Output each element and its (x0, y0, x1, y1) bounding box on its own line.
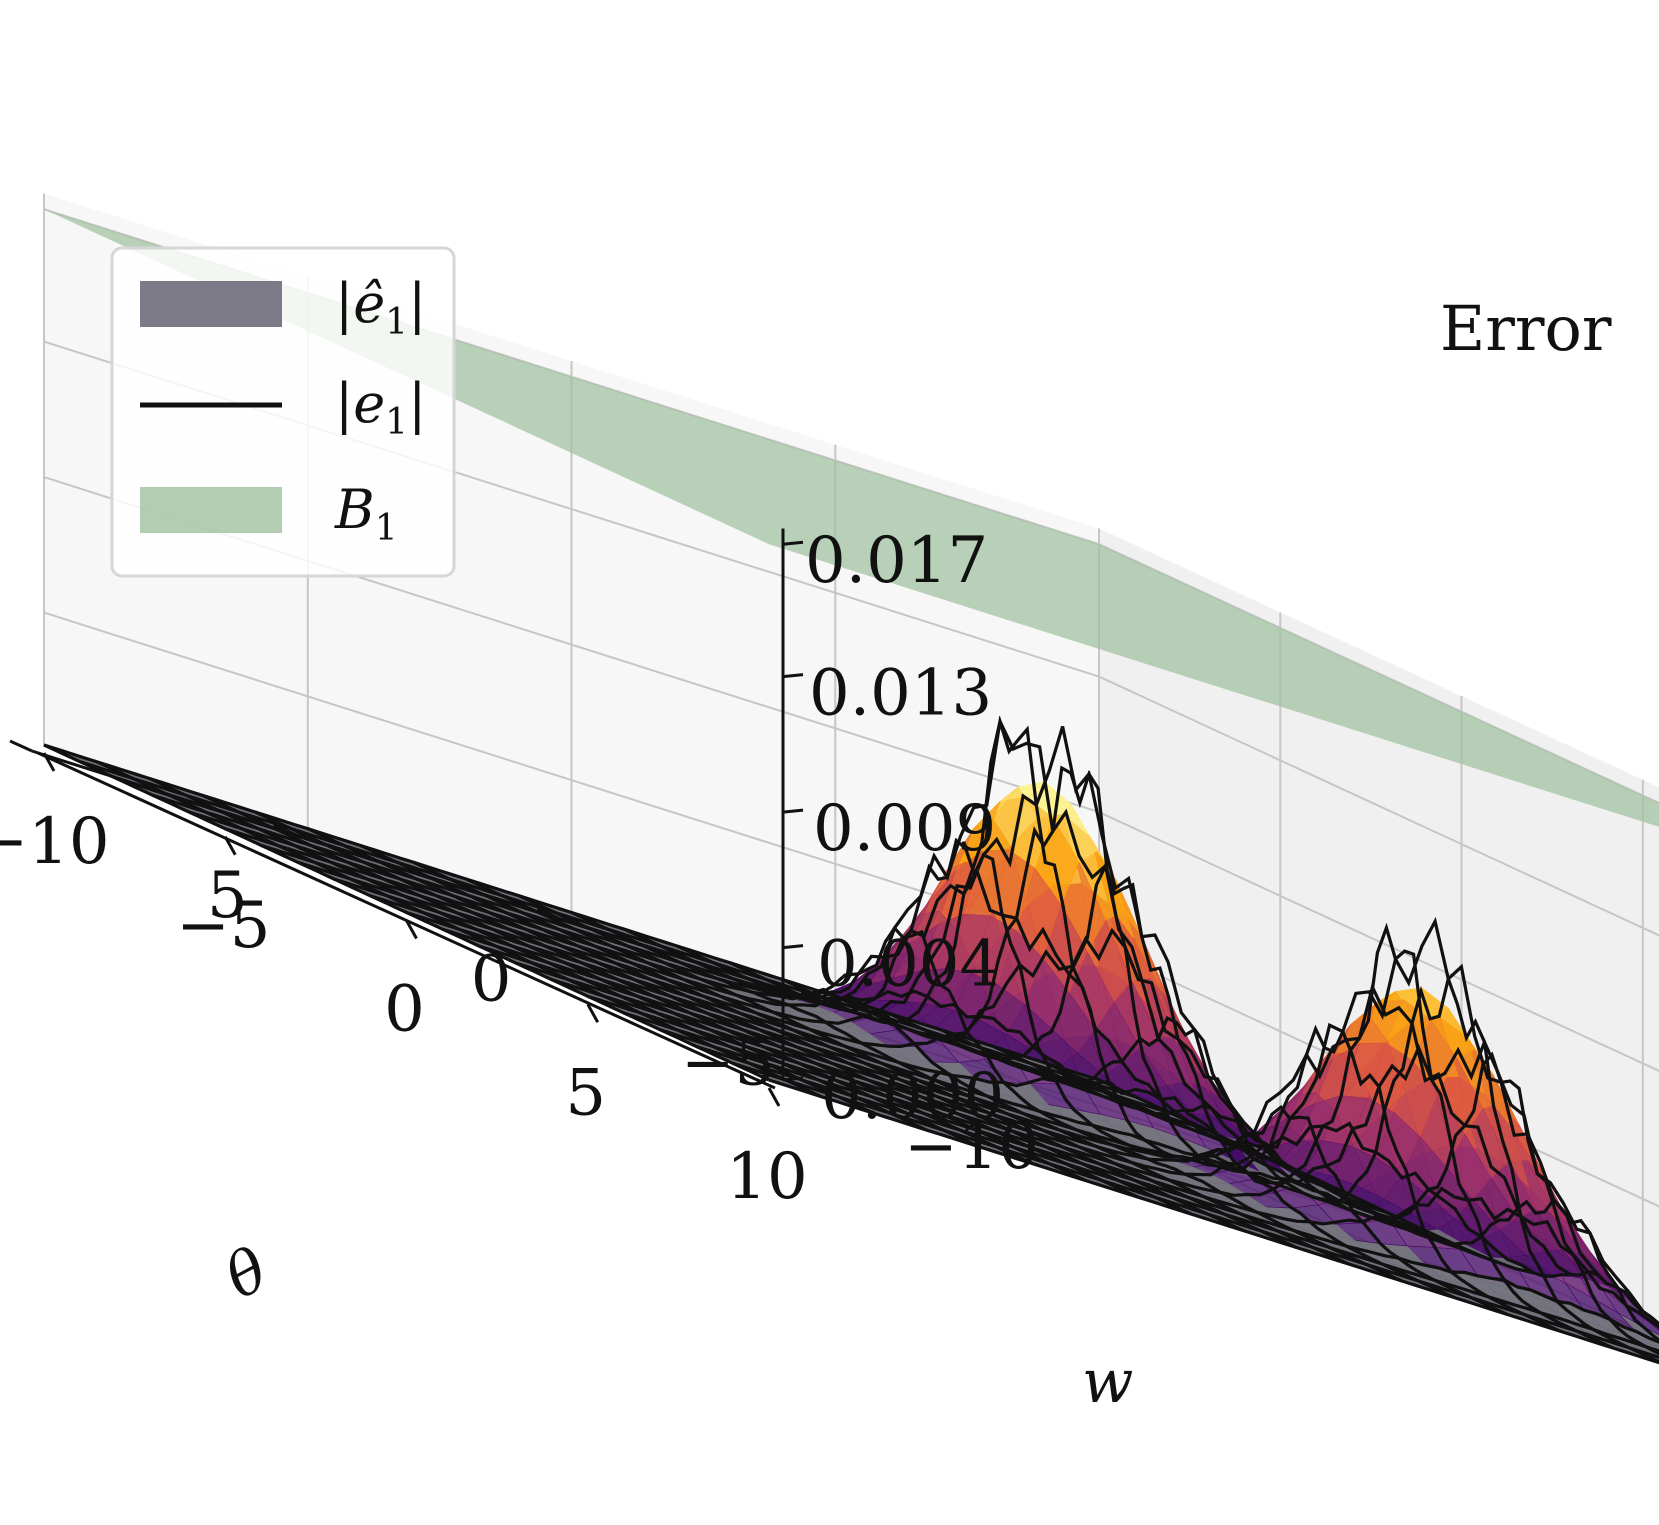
wireframe-line-w (261, 716, 1318, 1181)
x-tick-label: 0 (384, 973, 425, 1047)
legend-label-e: |e1| (335, 372, 426, 443)
z-tick (782, 673, 804, 679)
x-axis-label: w (1082, 1347, 1133, 1417)
z-tick-label: 0.009 (813, 792, 996, 866)
wireframe-line-w (478, 944, 1535, 1275)
z-tick (782, 540, 804, 546)
wireframe-line-w (442, 927, 1499, 1264)
x-tick (586, 1003, 600, 1023)
x-tick (767, 1087, 781, 1107)
z-tick-label: 0.017 (805, 524, 988, 598)
x-tick (405, 919, 418, 940)
legend-label-ehat: |ê1| (335, 272, 426, 343)
wireframe-line-w (514, 961, 1572, 1276)
z-tick-label: 0.013 (809, 657, 992, 731)
legend-label-b: B1 (334, 478, 398, 549)
z-tick (782, 944, 804, 950)
y-tick (536, 907, 561, 920)
tick-labels: −10−50510−10−505100.0000.0040.0090.0130.… (0, 524, 1039, 1214)
y-tick (1064, 1074, 1088, 1088)
axes (9, 528, 1088, 1107)
y-tick-label: −5 (681, 1026, 775, 1100)
y-tick (273, 823, 297, 837)
x-tick-label: −10 (0, 805, 110, 879)
y-tick (800, 990, 824, 1004)
x-tick-label: 5 (565, 1056, 606, 1130)
wireframe-line-w (406, 910, 1462, 1249)
x-tick-label: −5 (176, 889, 270, 963)
wireframe-line-w (297, 726, 1354, 1198)
wireframe-line-w (43, 743, 1100, 1082)
wireframe-line-w (333, 877, 1390, 1215)
legend-swatch-ehat (140, 281, 282, 327)
z-tick (782, 1076, 804, 1082)
wireframe-line-w (224, 827, 1281, 1165)
y-axis-label: θ (214, 1234, 279, 1313)
y-tick-label: 0 (471, 943, 512, 1017)
y-tick-label: 5 (207, 859, 248, 933)
wireframe-line-w (587, 994, 1645, 1313)
x-tick-label: 10 (726, 1140, 807, 1214)
z-tick (782, 808, 804, 814)
error-surface (43, 715, 1659, 1365)
legend-swatch-b (140, 487, 282, 533)
wireframe-line-w (623, 1011, 1659, 1330)
legend: |ê1| |e1| B1 (110, 246, 456, 578)
z-axis-label: Error (1440, 292, 1612, 365)
z-tick-label: 0.000 (821, 1060, 1004, 1134)
wireframe-line-w (768, 1078, 1659, 1365)
wireframe-line-w (696, 1044, 1659, 1353)
wireframe-line-w (369, 894, 1426, 1233)
wireframe-line-w (551, 916, 1608, 1285)
z-tick-label: 0.004 (817, 928, 1000, 1002)
gridline-z (43, 476, 1659, 1072)
wireframe-line-w (152, 793, 1209, 1132)
x-tick (42, 752, 56, 772)
wireframe-line-w (732, 1061, 1659, 1359)
wireframe-line-w (79, 760, 1136, 1099)
y-tick-label: −10 (904, 1110, 1039, 1184)
x-tick (223, 836, 237, 856)
y-tick (9, 739, 33, 753)
wireframe-line-w (659, 1028, 1659, 1344)
